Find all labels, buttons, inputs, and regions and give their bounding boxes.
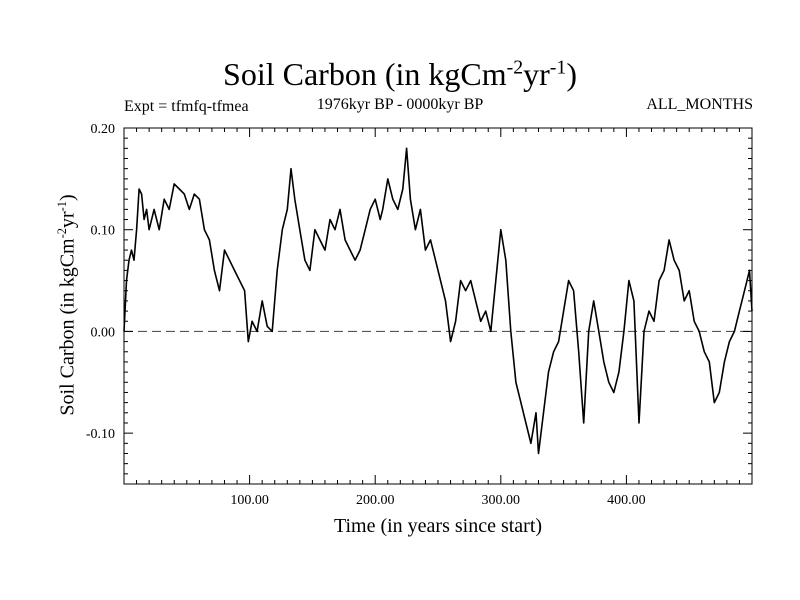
x-tick-label: 400.00 <box>607 493 646 508</box>
plot-frame <box>123 127 753 485</box>
series-line-soil-carbon <box>123 147 753 455</box>
y-tick-label: 0.10 <box>91 224 116 239</box>
y-axis-label: Soil Carbon (in kgCm-2yr-1) <box>54 194 79 416</box>
x-tick-label: 300.00 <box>482 493 521 508</box>
x-axis-label: Time (in years since start) <box>333 515 543 537</box>
y-tick-label: 0.20 <box>91 122 116 137</box>
experiment-label: Expt = tfmfq-tfmea <box>124 98 249 115</box>
period-label: 1976kyr BP - 0000kyr BP <box>316 96 484 113</box>
y-tick-label: 0.00 <box>91 325 116 340</box>
y-tick-label: -0.10 <box>86 427 115 442</box>
months-label: ALL_MONTHS <box>646 96 753 113</box>
chart-title: Soil Carbon (in kgCm-2yr-1) <box>223 56 577 92</box>
x-tick-label: 100.00 <box>230 493 269 508</box>
x-tick-label: 200.00 <box>356 493 395 508</box>
